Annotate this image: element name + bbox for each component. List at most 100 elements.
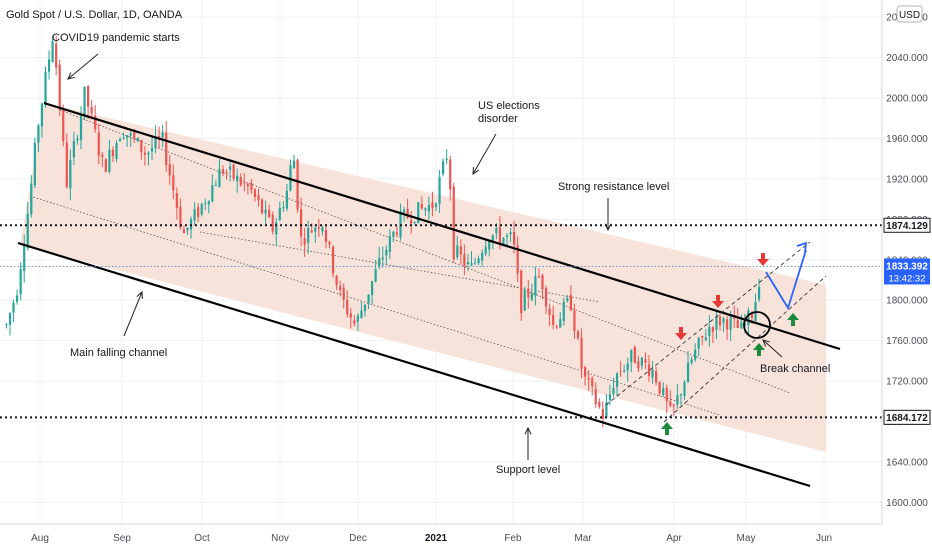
candle-body <box>466 262 470 265</box>
candle-body <box>374 269 377 282</box>
break-channel-lower <box>663 275 827 423</box>
candle-body <box>268 209 271 217</box>
guide-line <box>59 109 791 394</box>
candle-body <box>346 299 349 315</box>
candle-body <box>534 276 537 296</box>
candle-body <box>175 193 178 208</box>
candle-body <box>420 203 423 209</box>
candle-body <box>555 326 558 328</box>
candle-body <box>456 245 459 258</box>
candle-body <box>584 367 587 377</box>
arrow-up-icon <box>753 343 765 356</box>
x-tick-label: May <box>737 533 756 544</box>
candle-body <box>576 331 580 339</box>
candle-body <box>424 208 427 210</box>
y-tick-label: 1720.000 <box>886 377 928 388</box>
candle-body <box>200 203 203 215</box>
candle-body <box>669 401 672 406</box>
candle-body <box>30 183 33 215</box>
candle-body <box>353 320 356 324</box>
candle-body <box>275 222 278 235</box>
candle-body <box>186 227 189 231</box>
candle-body <box>686 362 690 383</box>
candle-body <box>363 304 367 312</box>
guide-line <box>199 231 601 303</box>
candle-body <box>434 203 438 207</box>
annotation-covid: COVID19 pandemic starts <box>52 32 180 44</box>
candle-body <box>111 149 115 157</box>
x-tick-label: Sep <box>113 533 131 544</box>
support-price-tag: 1684.172 <box>883 409 931 425</box>
candle-body <box>104 159 107 173</box>
pointer-arrowhead <box>472 166 480 175</box>
pointer-line <box>67 53 99 80</box>
currency-badge[interactable] <box>896 5 923 23</box>
candle-body <box>87 86 90 107</box>
annotation-resistance: Strong resistance level <box>558 181 669 193</box>
candle-body <box>55 43 58 68</box>
candle-body <box>647 364 651 376</box>
annotation-main-channel: Main falling channel <box>70 347 167 359</box>
candle-body <box>307 227 310 243</box>
channel-guides <box>29 109 791 416</box>
candle-body <box>16 295 19 302</box>
candle-body <box>140 139 143 153</box>
candle-body <box>239 177 242 186</box>
candle-body <box>527 288 530 298</box>
candle-body <box>598 401 601 407</box>
candle-body <box>5 324 8 326</box>
y-tick-label: 1640.000 <box>886 458 928 469</box>
candle-body <box>726 319 729 330</box>
x-tick-label: Feb <box>504 533 522 544</box>
candle-body <box>378 258 381 267</box>
candle-body <box>623 370 626 372</box>
candle-body <box>90 107 93 114</box>
candle-body <box>243 182 246 184</box>
candle-body <box>136 138 139 142</box>
candle-body <box>484 246 487 254</box>
candle-body <box>154 136 157 149</box>
candlestick-series <box>5 35 761 428</box>
candle-body <box>253 189 257 197</box>
candle-body <box>143 152 147 155</box>
candle-body <box>97 132 100 156</box>
candle-body <box>303 238 306 245</box>
candle-body <box>729 317 732 330</box>
candle-body <box>662 387 665 395</box>
candle-body <box>79 114 83 141</box>
annotation-break-channel: Break channel <box>760 363 830 375</box>
pointer-line <box>762 339 783 358</box>
candle-body <box>218 169 221 188</box>
candle-body <box>342 287 345 300</box>
candle-body <box>452 186 455 260</box>
current-price-tag: 1833.392 13:42:32 <box>884 258 930 285</box>
candle-body <box>463 254 466 267</box>
candle-body <box>381 257 384 260</box>
candle-body <box>694 349 697 360</box>
candle-body <box>12 302 15 313</box>
candle-body <box>495 227 498 234</box>
candle-body <box>310 230 313 233</box>
arrow-down-icon <box>675 327 687 340</box>
candle-body <box>26 213 29 249</box>
candle-body <box>118 139 122 142</box>
candle-body <box>314 227 317 232</box>
candle-body <box>630 349 633 363</box>
x-tick-label: Mar <box>574 533 592 544</box>
candle-body <box>388 235 391 252</box>
candle-body <box>278 207 281 221</box>
candle-body <box>655 371 658 383</box>
candle-body <box>197 207 200 217</box>
currency-badge-label: USD <box>899 10 920 21</box>
candle-body <box>633 346 636 364</box>
candle-body <box>498 227 502 244</box>
candle-body <box>481 252 484 261</box>
candle-body <box>520 270 523 314</box>
time-axis[interactable] <box>0 524 882 550</box>
candle-body <box>204 203 207 205</box>
candle-body <box>349 313 352 318</box>
candle-body <box>331 246 335 274</box>
candle-body <box>395 232 399 235</box>
candle-body <box>94 115 97 130</box>
